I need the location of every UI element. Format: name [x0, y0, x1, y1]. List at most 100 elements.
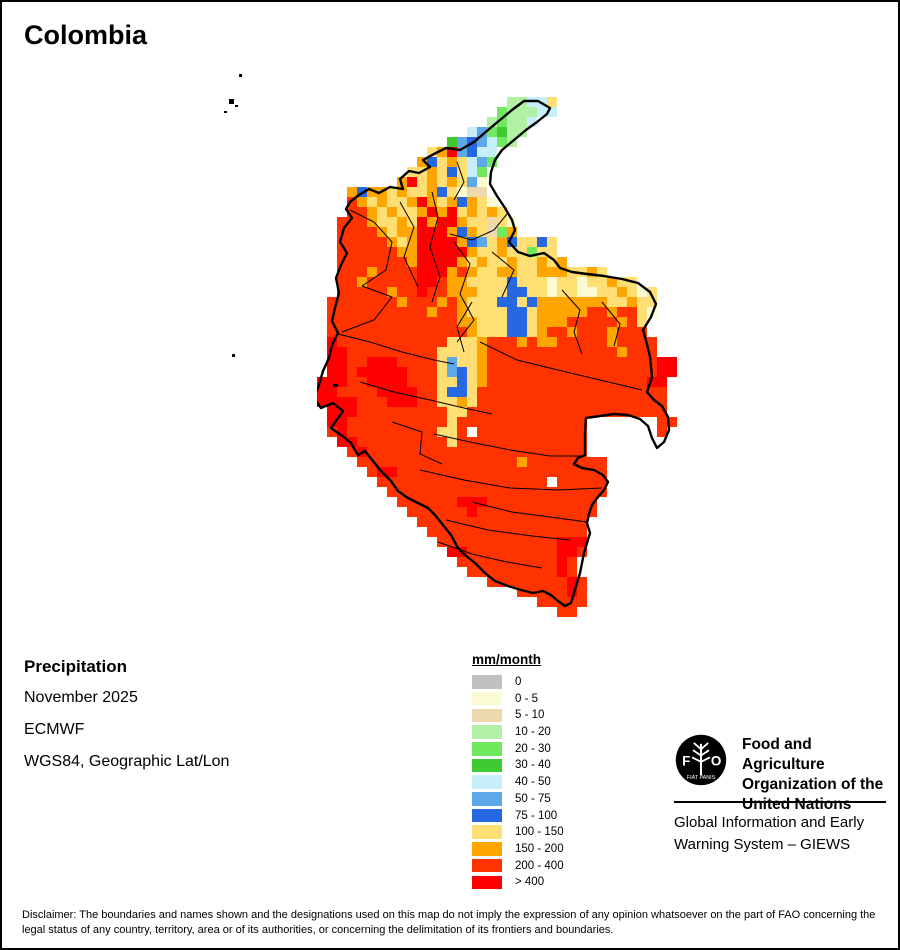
map-cell	[487, 137, 497, 147]
map-cell	[477, 307, 487, 317]
map-cell	[577, 517, 587, 527]
department-border	[453, 241, 475, 343]
map-cell	[437, 217, 447, 227]
map-cell	[347, 257, 357, 267]
giews-label: Global Information and Early Warning Sys…	[674, 812, 864, 856]
map-cell	[537, 447, 547, 457]
map-cell	[347, 387, 357, 397]
map-cell	[397, 467, 407, 477]
map-cell	[497, 477, 507, 487]
map-cell	[477, 257, 487, 267]
legend-item: 30 - 40	[472, 758, 564, 773]
map-cell	[567, 447, 577, 457]
map-cell	[447, 177, 457, 187]
map-cell	[597, 337, 607, 347]
map-cell	[397, 367, 407, 377]
map-cell	[647, 357, 657, 367]
map-cell	[377, 257, 387, 267]
map-cell	[617, 397, 627, 407]
map-cell	[427, 367, 437, 377]
map-cell	[417, 487, 427, 497]
map-cell	[387, 217, 397, 227]
map-cell	[577, 447, 587, 457]
department-border	[349, 209, 393, 287]
map-cell	[407, 277, 417, 287]
legend: mm/month 0 0 - 5 5 - 10 10 - 20 20 - 30 30 - …	[472, 652, 564, 892]
map-cell	[587, 357, 597, 367]
map-cell	[407, 347, 417, 357]
map-cell	[467, 277, 477, 287]
department-border	[561, 289, 583, 355]
map-cell	[347, 317, 357, 327]
map-cell	[477, 507, 487, 517]
map-cell	[357, 417, 367, 427]
map-cell	[447, 547, 457, 557]
map-cell	[507, 357, 517, 367]
map-cell	[447, 217, 457, 227]
map-cell	[537, 547, 547, 557]
map-cell	[577, 417, 587, 427]
map-cell	[647, 377, 657, 387]
map-cell	[617, 297, 627, 307]
map-cell	[527, 497, 537, 507]
map-cell	[617, 307, 627, 317]
map-cell	[577, 487, 587, 497]
map-cell	[477, 517, 487, 527]
map-cell	[627, 297, 637, 307]
map-cell	[467, 157, 477, 167]
map-cell	[517, 577, 527, 587]
map-cell	[377, 267, 387, 277]
map-cell	[357, 237, 367, 247]
map-cell	[557, 487, 567, 497]
map-cell	[447, 287, 457, 297]
map-cell	[587, 377, 597, 387]
map-cell	[577, 327, 587, 337]
map-cell	[377, 457, 387, 467]
map-cell	[397, 437, 407, 447]
map-cell	[427, 207, 437, 217]
map-cell	[447, 447, 457, 457]
map-cell	[657, 357, 667, 367]
map-cell	[507, 457, 517, 467]
map-cell	[627, 327, 637, 337]
map-cell	[397, 247, 407, 257]
map-cell	[367, 337, 377, 347]
map-borders	[317, 99, 671, 608]
map-cell	[477, 287, 487, 297]
map-cell	[437, 267, 447, 277]
map-cell	[457, 187, 467, 197]
map-cell	[457, 377, 467, 387]
map-cell	[377, 397, 387, 407]
map-cell	[577, 437, 587, 447]
map-cell	[527, 237, 537, 247]
map-cell	[367, 277, 377, 287]
map-cell	[507, 267, 517, 277]
map-cell	[517, 537, 527, 547]
map-cell	[447, 437, 457, 447]
map-cell	[397, 277, 407, 287]
map-cell	[627, 287, 637, 297]
map-cell	[457, 367, 467, 377]
page-title: Colombia	[24, 20, 148, 50]
map-cell	[387, 257, 397, 267]
map-cell	[517, 387, 527, 397]
map-cell	[507, 437, 517, 447]
map-cell	[527, 297, 537, 307]
map-cell	[447, 237, 457, 247]
map-cell	[537, 317, 547, 327]
map-cell	[567, 507, 577, 517]
map-cell	[547, 437, 557, 447]
map-cell	[407, 287, 417, 297]
map-cell	[437, 367, 447, 377]
map-cell	[537, 287, 547, 297]
map-cell	[507, 427, 517, 437]
map-cell	[457, 327, 467, 337]
map-cell	[477, 317, 487, 327]
map-cell	[527, 567, 537, 577]
map-cell	[607, 307, 617, 317]
map-cell	[437, 297, 447, 307]
map-cell	[567, 607, 577, 617]
map-cell	[577, 577, 587, 587]
island-dot	[229, 99, 234, 104]
map-cell	[527, 557, 537, 567]
